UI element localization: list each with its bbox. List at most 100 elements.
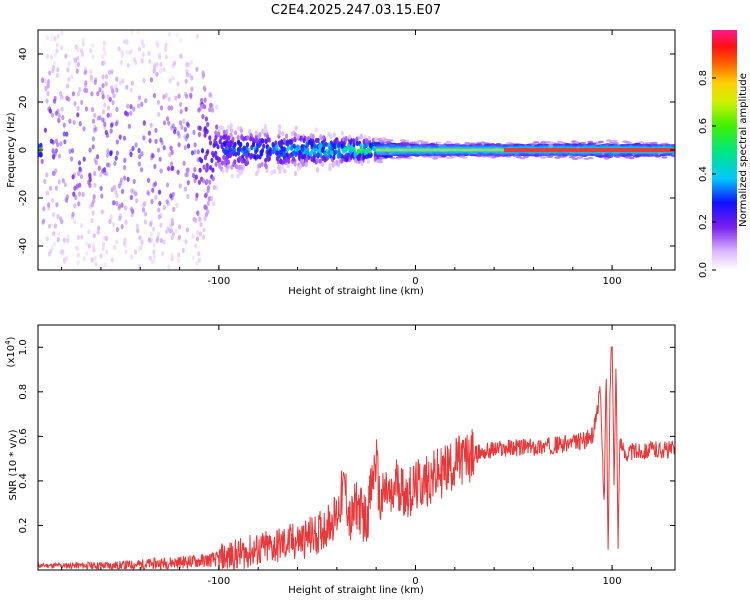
spectrogram-cell [239,165,244,171]
spectrogram-cell [149,77,154,83]
spectrogram-cell [203,126,207,132]
spectrogram-cell [240,135,244,141]
spectrogram-cell [385,141,392,144]
spectrogram-cell [90,201,94,208]
spectrogram-cell [154,138,158,144]
spectrogram-cell [51,139,55,145]
spectrogram-y-ticks: -40 -20 0 20 40 [18,48,675,254]
spectrogram-cell [353,150,357,156]
spectrogram-cell [115,200,119,207]
spectrogram-cell [209,102,213,108]
spectrogram-cell [175,32,179,39]
spectrogram-cell [288,153,292,159]
spectrogram-cell [210,107,215,113]
spectrogram-cell [464,141,471,145]
spectrogram-cell [208,107,212,113]
spectrogram-cell [169,161,174,167]
spectrogram-cell [239,128,244,134]
spectrogram-cell [270,170,274,176]
spectrogram-cell [148,138,152,144]
spectrogram-cell [112,200,116,206]
spectrogram-cell [164,92,168,98]
spectrogram-cell [53,98,57,104]
spectrogram-cell [572,157,579,161]
spectrogram-cell [266,156,270,162]
spectrogram-cell [260,161,264,167]
spectrogram-cell [294,125,298,131]
spectrogram-cell [54,110,59,116]
spectrogram-cell [68,148,72,154]
spectrogram-cell [111,88,115,94]
spectrogram-cell [340,158,344,164]
spectrogram-cell [115,76,119,82]
spectrogram-cell [208,92,212,98]
spectrogram-cell [81,41,85,48]
spectrogram-cell [214,130,218,136]
spectrogram-cell [38,152,43,158]
spectrogram-cell [118,215,122,222]
spectrogram-cell [120,224,124,230]
spectrogram-cell [140,58,144,64]
spectrogram-cell [202,164,206,170]
spectrogram-cell [206,121,210,128]
spectrogram-cell [65,255,69,261]
spectrogram-cell [115,119,119,125]
spectrogram-cell [366,158,370,164]
spectrogram-cell [47,202,51,208]
spectrogram-cell [103,121,107,127]
spectrogram-cell [208,135,212,141]
spectrogram-cell [225,129,229,135]
spectrogram-cell [71,174,75,180]
spectrogram-cell [48,70,52,76]
spectrogram-cell [285,152,289,158]
spectrogram-cell [140,239,144,245]
spectrogram-cell [279,159,283,165]
spectrogram-cell [62,131,66,137]
spectrogram-cell [85,241,89,247]
spectrogram-cell [109,150,113,157]
spectrogram-cell [378,140,385,143]
spectrogram-cell [558,141,565,144]
spectrogram-cell [83,70,87,76]
spectrogram-cell [157,111,161,117]
spectrogram-cell [96,229,100,235]
spectrogram-cell [89,47,93,53]
spectrogram-cell [186,180,190,186]
spectrogram-cell [130,212,134,218]
spectrogram-cell [120,52,124,58]
spectrogram-cell [195,33,199,40]
spectrogram-cell [140,101,144,107]
spectrogram-cell [220,160,224,166]
spectrogram-y-label: Frequency (Hz) [6,112,17,188]
spectrogram-cell [92,233,96,239]
spectrogram-cell [293,170,298,177]
spectrogram-cell [214,154,218,161]
spectrogram-cell [283,168,287,174]
x-tick-label: 0 [412,576,418,587]
spectrogram-cell [90,217,94,224]
spectrogram-cell [583,157,590,160]
spectrogram-cell [129,110,133,116]
spectrogram-cell [315,158,320,164]
spectrogram-cell [132,56,137,63]
spectrogram-cell [234,130,238,136]
spectrogram-cell [202,227,206,233]
spectrogram-cell [580,141,587,145]
spectrogram-cell [63,139,67,145]
spectrogram-cell [286,163,290,169]
spectrogram-cell [114,121,119,127]
spectrogram-cell [233,147,237,154]
snr-frame [37,324,676,571]
spectrogram-cell [104,129,108,136]
spectrogram-cell [345,156,349,162]
spectrogram-cell [197,257,201,263]
spectrogram-cell [285,133,289,139]
spectrogram-cell [120,188,125,194]
spectrogram-cell [162,239,166,245]
spectrogram-cell [60,249,64,255]
spectrogram-cell [167,96,171,102]
spectrogram-cell [314,127,318,133]
spectrogram-cell [298,149,302,156]
spectrogram-cell [196,210,200,216]
spectrogram-cell [101,117,105,123]
